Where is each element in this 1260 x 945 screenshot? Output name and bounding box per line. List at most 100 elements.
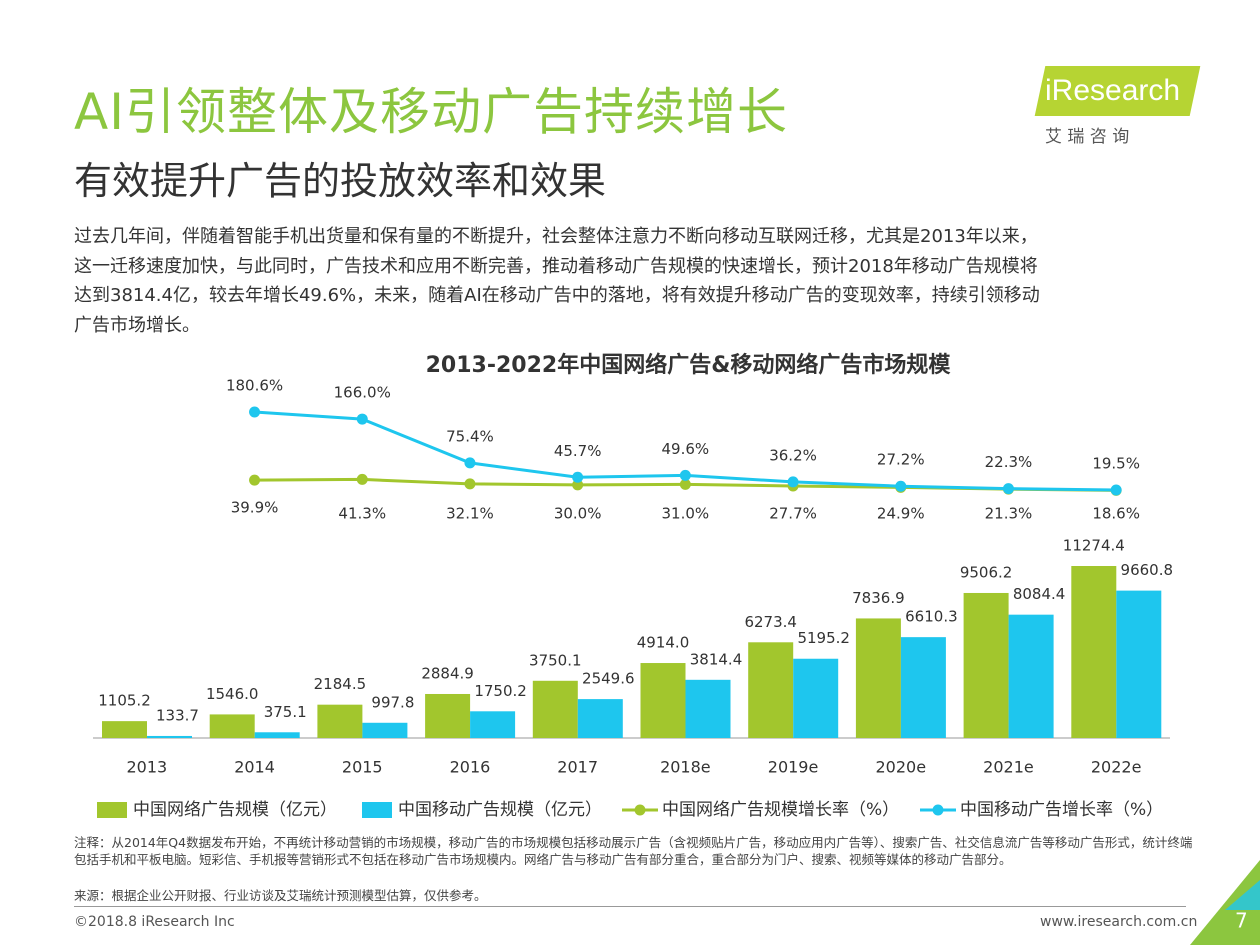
url: www.iresearch.com.cn (1040, 914, 1198, 930)
bar-label: 2184.5 (314, 675, 367, 693)
paragraph-line: 过去几年间，伴随着智能手机出货量和保有量的不断提升，社会整体注意力不断向移动互联… (74, 226, 1038, 247)
bar-label: 997.8 (371, 693, 414, 711)
line-point (787, 476, 799, 488)
line-point (356, 473, 368, 485)
bar-label: 2549.6 (582, 670, 635, 688)
line-label: 49.6% (662, 440, 710, 458)
line-label: 166.0% (334, 384, 391, 402)
line-point (679, 478, 691, 490)
bar (1071, 566, 1117, 738)
bar (748, 642, 794, 738)
bar (532, 680, 578, 738)
x-tick-label: 2014 (234, 758, 275, 777)
line-point (1002, 483, 1014, 495)
line-label: 27.2% (877, 451, 925, 469)
bar (1008, 614, 1054, 738)
line-label: 18.6% (1092, 505, 1140, 523)
corner: 7 (1190, 860, 1260, 945)
line-label: 180.6% (226, 377, 283, 395)
paragraph-line: 广告市场增长。 (74, 314, 200, 336)
line-label: 21.3% (985, 505, 1033, 523)
line-label: 22.3% (985, 453, 1033, 471)
paragraph-line: 达到3814.4亿，较去年增长49.6%，未来，随着AI在移动广告中的落地，将有… (74, 285, 1040, 306)
legend-label: 中国网络广告规模（亿元） (133, 800, 337, 820)
legend-dot (634, 804, 646, 816)
line-point (249, 474, 261, 486)
footer-rule (74, 906, 1186, 907)
bar-label: 8084.4 (1013, 585, 1066, 603)
corner-accent (1225, 880, 1260, 910)
line-label: 32.1% (446, 505, 494, 523)
line-point (1110, 484, 1122, 496)
copyright: ©2018.8 iResearch Inc (74, 914, 235, 930)
line-label: 36.2% (769, 446, 817, 464)
line-label: 31.0% (662, 505, 710, 523)
bar-label: 3750.1 (529, 651, 582, 669)
line-point (679, 469, 691, 481)
logo-tagline: 艾 瑞 咨 询 (1045, 127, 1130, 147)
line-label: 75.4% (446, 427, 494, 445)
legend-swatch (97, 802, 127, 818)
x-tick-label: 2017 (557, 758, 598, 777)
bar (685, 679, 731, 738)
line-point (464, 478, 476, 490)
bar-label: 9660.8 (1121, 561, 1174, 579)
title: AI引领整体及移动广告持续增长 (74, 83, 788, 141)
bar-label: 9506.2 (960, 563, 1013, 581)
legend-dot (932, 804, 944, 816)
line-point (249, 406, 261, 418)
x-tick-label: 2019e (768, 758, 819, 777)
bar (317, 704, 363, 738)
subtitle: 有效提升广告的投放效率和效果 (74, 159, 607, 203)
bar (855, 618, 901, 738)
paragraph-line: 这一迁移速度加快，与此同时，广告技术和应用不断完善，推动着移动广告规模的快速增长… (74, 255, 1038, 277)
bar (147, 735, 192, 738)
bar-label: 1750.2 (474, 682, 527, 700)
x-tick-label: 2013 (126, 758, 167, 777)
x-tick-label: 2018e (660, 758, 711, 777)
legend-label: 中国移动广告增长率（%） (960, 800, 1163, 820)
line-label: 39.9% (231, 499, 279, 517)
bar-label: 3814.4 (690, 650, 743, 668)
bar (1116, 590, 1162, 738)
note: 注释：从2014年Q4数据发布开始，不再统计移动营销的市场规模，移动广告的市场规… (74, 835, 1193, 867)
line-point (572, 479, 584, 491)
source: 来源：根据企业公开财报、行业访谈及艾瑞统计预测模型估算，仅供参考。 (74, 888, 487, 903)
line-label: 45.7% (554, 442, 602, 460)
corner-tri (1190, 860, 1260, 945)
bar-label: 133.7 (156, 706, 199, 724)
bar (362, 722, 408, 738)
line-point (356, 413, 368, 425)
line-label: 24.9% (877, 505, 925, 523)
bar (640, 663, 686, 738)
legend-label: 中国网络广告规模增长率（%） (662, 800, 899, 820)
bar-label: 4914.0 (637, 634, 690, 652)
bar-label: 7836.9 (852, 589, 905, 607)
bar-label: 375.1 (264, 703, 307, 721)
line-label: 30.0% (554, 505, 602, 523)
line-point (464, 457, 476, 469)
bar-label: 1105.2 (98, 692, 151, 710)
line-point (572, 471, 584, 483)
chart-title: 2013-2022年中国网络广告&移动网络广告市场规模 (426, 352, 952, 378)
bar-label: 11274.4 (1063, 537, 1125, 555)
x-tick-label: 2015 (342, 758, 383, 777)
x-tick-label: 2020e (875, 758, 926, 777)
bar (793, 658, 839, 738)
bar-label: 6610.3 (905, 608, 958, 626)
legend-swatch (362, 802, 392, 818)
bar (425, 693, 471, 738)
bar (209, 714, 255, 738)
bar-label: 2884.9 (421, 664, 474, 682)
legend-label: 中国移动广告规模（亿元） (398, 800, 602, 820)
bar-label: 6273.4 (744, 613, 797, 631)
paragraph: 过去几年间，伴随着智能手机出货量和保有量的不断提升，社会整体注意力不断向移动互联… (74, 222, 1040, 340)
x-tick-label: 2021e (983, 758, 1034, 777)
bar (577, 699, 623, 738)
line-point (895, 480, 907, 492)
x-tick-label: 2016 (450, 758, 491, 777)
x-tick-label: 2022e (1091, 758, 1142, 777)
bar (963, 592, 1009, 738)
